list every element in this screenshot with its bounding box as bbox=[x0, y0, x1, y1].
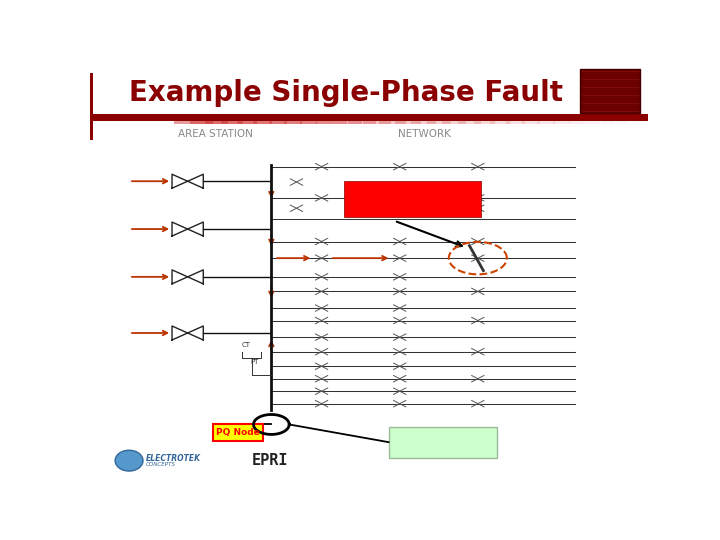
Bar bbox=[379, 114, 406, 124]
Text: ELECTROTEK: ELECTROTEK bbox=[145, 455, 201, 463]
Text: CT: CT bbox=[242, 342, 251, 348]
Bar bbox=[174, 114, 213, 124]
Bar bbox=[344, 181, 481, 217]
Bar bbox=[395, 114, 421, 124]
Bar bbox=[221, 114, 258, 124]
Bar bbox=[569, 114, 585, 124]
Text: EPRI: EPRI bbox=[252, 453, 288, 468]
Bar bbox=[316, 114, 347, 124]
Text: NETWORK: NETWORK bbox=[398, 129, 451, 139]
Bar bbox=[474, 114, 495, 124]
Bar bbox=[269, 114, 302, 124]
Bar bbox=[213, 424, 263, 441]
Bar bbox=[616, 114, 629, 124]
Bar bbox=[632, 114, 644, 124]
Bar bbox=[389, 427, 498, 458]
Bar bbox=[490, 114, 510, 124]
Bar bbox=[364, 114, 392, 124]
Bar bbox=[237, 114, 272, 124]
Circle shape bbox=[115, 450, 143, 471]
Bar bbox=[600, 114, 615, 124]
Bar bbox=[505, 114, 526, 124]
Text: PT: PT bbox=[250, 359, 258, 365]
Bar bbox=[189, 114, 228, 124]
Bar bbox=[348, 114, 377, 124]
Bar bbox=[411, 114, 436, 124]
Bar bbox=[553, 114, 570, 124]
Bar bbox=[521, 114, 540, 124]
Bar bbox=[205, 114, 243, 124]
Bar bbox=[580, 69, 640, 113]
Bar bbox=[585, 114, 600, 124]
Bar bbox=[427, 114, 451, 124]
Bar bbox=[459, 114, 481, 124]
Text: Example Single-Phase Fault: Example Single-Phase Fault bbox=[129, 79, 563, 107]
Text: CONCEPTS: CONCEPTS bbox=[145, 462, 176, 467]
Bar bbox=[443, 114, 466, 124]
Bar bbox=[284, 114, 317, 124]
Text: PQ Node: PQ Node bbox=[216, 428, 260, 437]
Bar bbox=[300, 114, 332, 124]
Bar bbox=[90, 114, 648, 121]
Bar bbox=[332, 114, 361, 124]
Text: AREA STATION: AREA STATION bbox=[178, 129, 253, 139]
Bar bbox=[537, 114, 555, 124]
Bar bbox=[253, 114, 287, 124]
Bar bbox=[90, 73, 93, 140]
